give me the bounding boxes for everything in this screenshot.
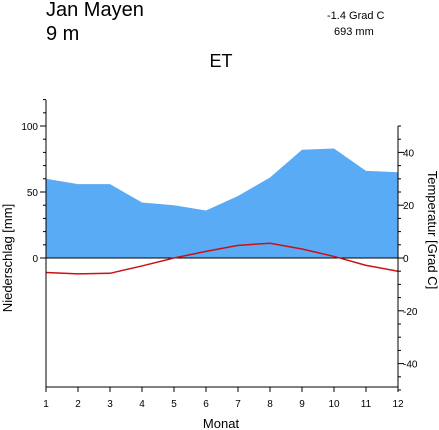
left-tick-label: 50 bbox=[27, 188, 39, 199]
x-tick-label: 6 bbox=[203, 399, 209, 410]
x-tick-label: 2 bbox=[75, 399, 81, 410]
x-tick-label: 4 bbox=[139, 399, 145, 410]
x-tick-label: 7 bbox=[235, 399, 241, 410]
x-tick-label: 5 bbox=[171, 399, 177, 410]
x-tick-label: 3 bbox=[107, 399, 113, 410]
temperature-line bbox=[45, 242, 399, 275]
y-axis-label-left: Niederschlag [mm] bbox=[0, 204, 15, 312]
annual-precipitation: 693 mm bbox=[334, 26, 374, 38]
x-tick-label: 1 bbox=[43, 399, 49, 410]
y-axis-label-right: Temperatur [Grad C] bbox=[425, 171, 439, 290]
right-tick-label: -20 bbox=[403, 307, 418, 318]
x-tick-label: 8 bbox=[267, 399, 273, 410]
right-tick-label: 40 bbox=[403, 148, 415, 159]
left-tick-label: 0 bbox=[32, 254, 38, 265]
station-name: Jan Mayen bbox=[46, 0, 144, 21]
station-elevation: 9 m bbox=[46, 23, 79, 45]
right-tick-label: -40 bbox=[403, 360, 418, 371]
right-tick-label: 0 bbox=[403, 254, 409, 265]
x-tick-label: 11 bbox=[361, 399, 372, 410]
x-tick-label: 12 bbox=[392, 399, 404, 410]
right-tick-label: 20 bbox=[403, 201, 415, 212]
left-tick-label: 100 bbox=[21, 122, 38, 133]
precipitation-area bbox=[46, 148, 398, 258]
x-axis-label: Monat bbox=[203, 416, 240, 430]
x-tick-label: 10 bbox=[328, 399, 340, 410]
climate-class: ET bbox=[209, 51, 232, 71]
x-tick-label: 9 bbox=[299, 399, 305, 410]
mean-temperature: -1.4 Grad C bbox=[327, 10, 385, 22]
